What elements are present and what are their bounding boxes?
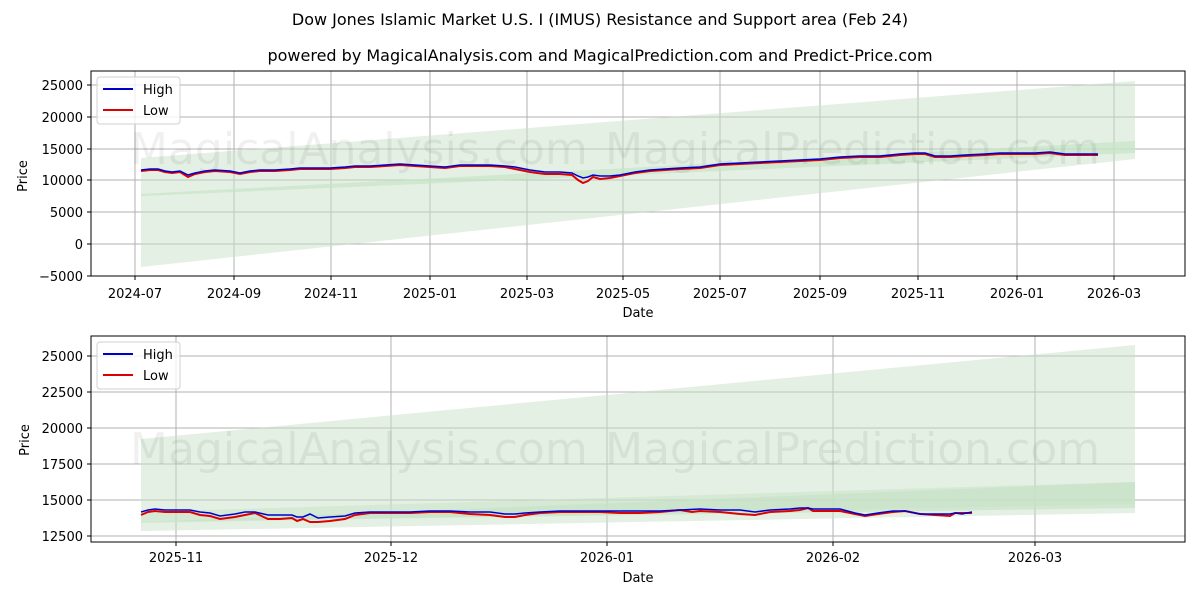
watermark-prediction: MagicalPrediction.com [605, 124, 1100, 175]
top-legend: High Low [96, 76, 181, 125]
svg-text:10000: 10000 [42, 174, 83, 189]
top-axes-frame [90, 70, 1186, 277]
svg-text:12500: 12500 [42, 530, 83, 545]
watermark-prediction-2: MagicalPrediction.com [605, 424, 1100, 475]
svg-text:25000: 25000 [42, 350, 83, 365]
chart-subtitle: powered by MagicalAnalysis.com and Magic… [267, 46, 933, 65]
legend-low-label: Low [143, 104, 169, 119]
legend-high-label: High [143, 83, 173, 98]
chart-title: Dow Jones Islamic Market U.S. I (IMUS) R… [291, 10, 909, 29]
svg-text:2025-11: 2025-11 [891, 287, 945, 302]
svg-text:25000: 25000 [42, 79, 83, 94]
svg-text:2025-05: 2025-05 [596, 287, 650, 302]
bottom-low-line [140, 506, 972, 523]
svg-text:15000: 15000 [42, 494, 83, 509]
svg-text:2025-09: 2025-09 [793, 287, 847, 302]
bottom-wide-band [141, 345, 1135, 531]
bottom-x-axis-label: Date [622, 571, 653, 586]
svg-text:2025-03: 2025-03 [500, 287, 554, 302]
bottom-y-tick-labels: 25000 22500 20000 17500 15000 12500 [42, 350, 83, 545]
svg-text:20000: 20000 [42, 111, 83, 126]
svg-text:2025-11: 2025-11 [149, 551, 203, 566]
svg-text:2024-09: 2024-09 [207, 287, 261, 302]
top-x-tick-labels: 2024-07 2024-09 2024-11 2025-01 2025-03 … [108, 287, 1141, 302]
svg-text:15000: 15000 [42, 143, 83, 158]
bottom-axes-frame [90, 335, 1186, 543]
svg-text:2026-01: 2026-01 [990, 287, 1044, 302]
top-low-line [140, 151, 1098, 185]
bottom-legend: High Low [96, 341, 181, 390]
svg-text:2026-03: 2026-03 [1087, 287, 1141, 302]
svg-text:2024-07: 2024-07 [108, 287, 162, 302]
svg-text:2025-12: 2025-12 [364, 551, 418, 566]
svg-text:20000: 20000 [42, 422, 83, 437]
legend-low-label-2: Low [143, 369, 169, 384]
top-high-line [140, 151, 1098, 179]
bottom-x-tick-labels: 2025-11 2025-12 2026-01 2026-02 2026-03 [149, 551, 1062, 566]
top-y-tick-labels: 25000 20000 15000 10000 5000 0 −5000 [39, 79, 83, 285]
svg-text:5000: 5000 [50, 206, 83, 221]
svg-text:−5000: −5000 [39, 270, 83, 285]
svg-text:2024-11: 2024-11 [304, 287, 358, 302]
svg-text:2025-07: 2025-07 [693, 287, 747, 302]
svg-text:2026-01: 2026-01 [580, 551, 634, 566]
svg-text:22500: 22500 [42, 386, 83, 401]
bottom-y-axis-label: Price [18, 424, 33, 456]
top-chart: MagicalAnalysis.com MagicalPrediction.co… [16, 70, 1186, 321]
svg-text:0: 0 [75, 238, 83, 253]
top-x-axis-label: Date [622, 306, 653, 321]
svg-text:2026-03: 2026-03 [1008, 551, 1062, 566]
watermark-analysis-2: MagicalAnalysis.com [130, 424, 588, 475]
bottom-high-line [140, 507, 973, 519]
legend-high-label-2: High [143, 348, 173, 363]
svg-text:17500: 17500 [42, 458, 83, 473]
bottom-chart: MagicalAnalysis.com MagicalPrediction.co… [18, 335, 1186, 586]
svg-text:2025-01: 2025-01 [403, 287, 457, 302]
svg-text:2026-02: 2026-02 [806, 551, 860, 566]
top-y-axis-label: Price [16, 160, 31, 192]
